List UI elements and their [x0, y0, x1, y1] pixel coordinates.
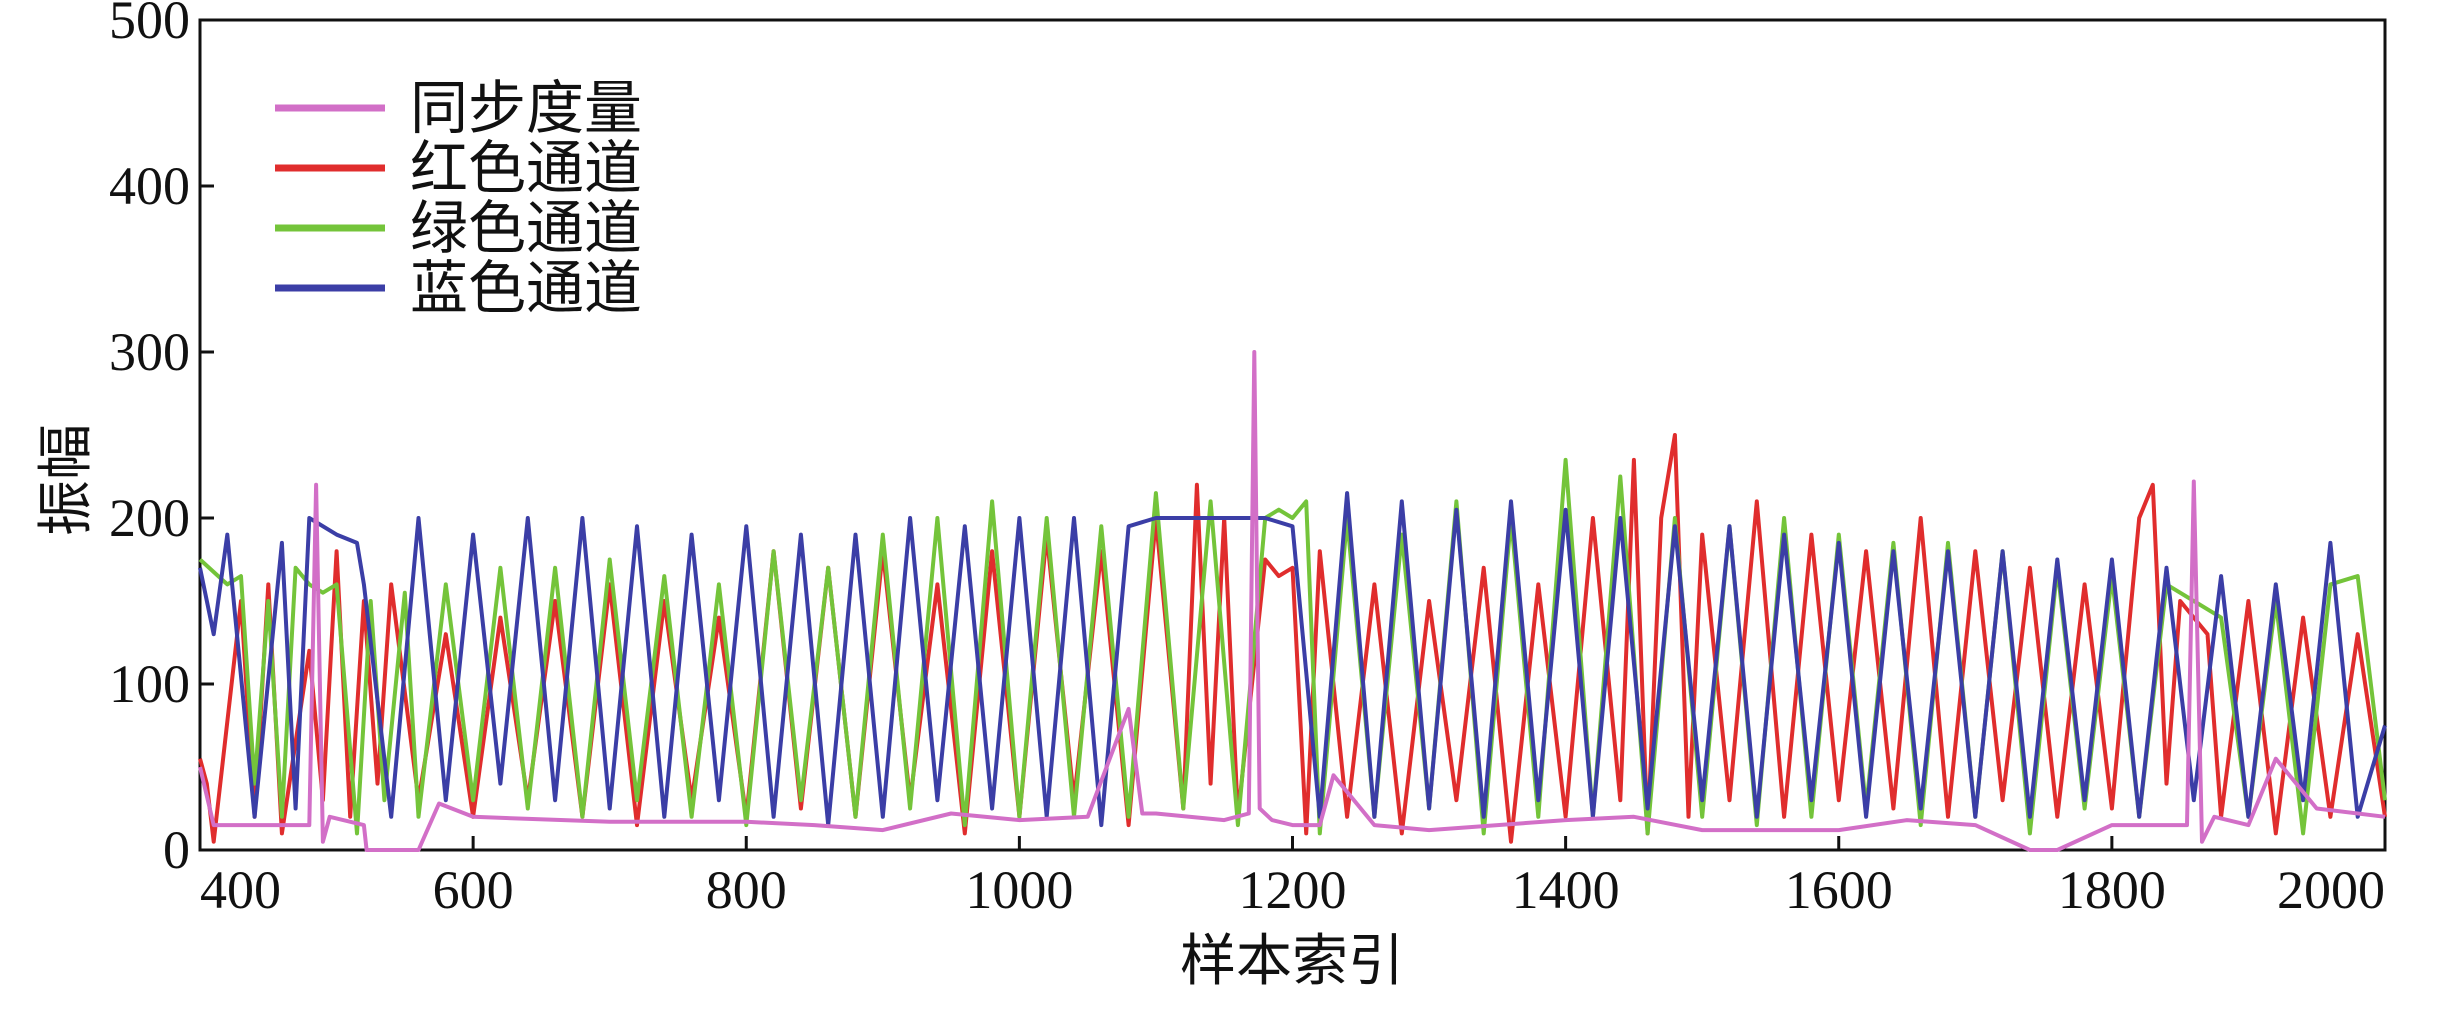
- x-axis-label: 样本索引: [1180, 929, 1404, 994]
- y-tick-label: 100: [109, 654, 190, 714]
- legend-label: 绿色通道: [410, 194, 642, 262]
- x-tick-label: 600: [433, 860, 514, 920]
- y-tick-label: 500: [109, 0, 190, 50]
- axis-layer: 400 600 800 1000 1200 1400 1600 1800 2000 0 100 200…: [109, 0, 2387, 920]
- y-tick-label: 200: [109, 488, 190, 548]
- legend-label: 红色通道: [410, 134, 642, 202]
- series-line-0: [198, 350, 2386, 852]
- x-tick-label: 2000: [2277, 860, 2385, 920]
- x-tick-label: 1400: [1512, 860, 1620, 920]
- series-line-1: [198, 433, 2387, 844]
- x-tick-label: 400: [200, 860, 281, 920]
- series-layer: [198, 350, 2387, 852]
- legend-label: 蓝色通道: [410, 254, 642, 322]
- legend-label: 同步度量: [410, 74, 642, 142]
- series-line-3: [198, 491, 2387, 828]
- y-tick-label: 0: [163, 820, 190, 880]
- y-tick-label: 400: [109, 156, 190, 216]
- x-tick-label: 800: [706, 860, 787, 920]
- y-axis-label: 振幅: [34, 424, 99, 536]
- y-tick-label: 300: [109, 322, 190, 382]
- x-tick-label: 1800: [2058, 860, 2166, 920]
- series-line-2: [198, 457, 2387, 836]
- x-tick-label: 1000: [965, 860, 1073, 920]
- x-tick-label: 1600: [1785, 860, 1893, 920]
- x-tick-label: 1200: [1239, 860, 1347, 920]
